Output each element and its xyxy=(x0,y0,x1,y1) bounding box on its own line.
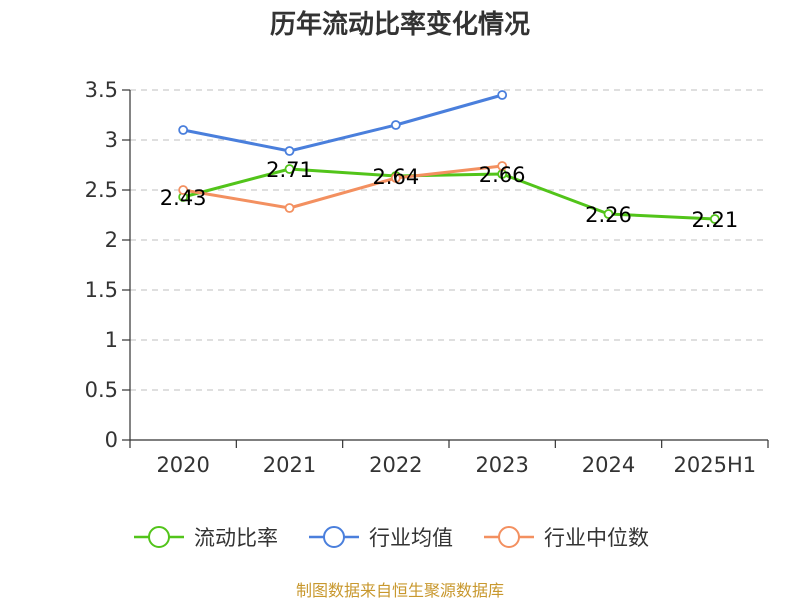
data-point xyxy=(497,161,508,171)
legend-swatch-marker xyxy=(323,526,345,548)
legend-label: 行业均值 xyxy=(369,526,453,550)
y-tick-label: 0 xyxy=(105,428,118,452)
legend-label: 行业中位数 xyxy=(544,526,649,550)
legend-swatch-marker xyxy=(498,526,520,548)
y-tick-label: 0.5 xyxy=(85,378,118,402)
x-tick-label: 2024 xyxy=(582,453,635,477)
data-point xyxy=(390,120,401,130)
data-label: 2.64 xyxy=(372,165,419,189)
legend: 流动比率 行业均值 行业中位数 xyxy=(134,526,649,550)
legend-item: 行业中位数 xyxy=(484,526,649,550)
chart-title: 历年流动比率变化情况 xyxy=(270,9,530,40)
x-tick-label: 2022 xyxy=(369,453,422,477)
data-point xyxy=(603,209,614,219)
data-label: 2.21 xyxy=(691,208,738,232)
gridlines xyxy=(130,89,768,391)
legend-label: 流动比率 xyxy=(194,526,278,550)
x-tick-label: 2020 xyxy=(156,453,209,477)
data-label: 2.43 xyxy=(160,186,207,210)
data-label: 2.66 xyxy=(479,163,526,187)
data-point xyxy=(497,90,508,100)
legend-item: 行业均值 xyxy=(309,526,453,550)
data-point xyxy=(284,203,295,213)
series-line xyxy=(181,167,717,221)
y-tick-label: 1.5 xyxy=(85,278,118,302)
y-tick-label: 2.5 xyxy=(85,178,118,202)
data-label: 2.26 xyxy=(585,203,632,227)
legend-swatch-marker xyxy=(148,526,170,548)
x-tick-label: 2023 xyxy=(475,453,528,477)
axes: 0 0.5 1 1.5 2 2.5 3 3.5 2020 2021 2022 2023 2024 2025… xyxy=(85,78,769,477)
data-point xyxy=(709,214,720,224)
x-tick-label: 2021 xyxy=(263,453,316,477)
series-line xyxy=(181,164,504,210)
y-tick-label: 3 xyxy=(105,128,118,152)
data-point xyxy=(284,146,295,156)
y-tick-label: 2 xyxy=(105,228,118,252)
series-line xyxy=(181,93,504,153)
series-lines xyxy=(178,90,720,224)
source-note: 制图数据来自恒生聚源数据库 xyxy=(296,581,504,600)
legend-item: 流动比率 xyxy=(134,526,278,550)
data-labels: 2.43 2.71 2.64 2.66 2.26 2.21 xyxy=(160,158,738,232)
data-point xyxy=(178,125,189,135)
data-point xyxy=(284,164,295,174)
data-label: 2.71 xyxy=(266,158,313,182)
y-tick-label: 3.5 xyxy=(85,78,118,102)
x-tick-label: 2025H1 xyxy=(674,453,757,477)
data-point xyxy=(390,173,401,183)
data-point xyxy=(178,185,189,195)
y-tick-label: 1 xyxy=(105,328,118,352)
